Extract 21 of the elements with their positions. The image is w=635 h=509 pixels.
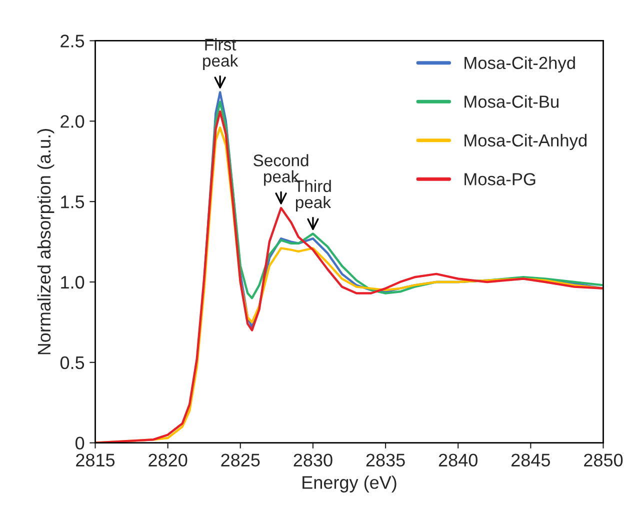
x-tick-label: 2825 (221, 454, 260, 467)
y-axis-title: Normalized absorption (a.u.) (37, 128, 54, 354)
legend-label: Mosa-Cit-2hyd (464, 56, 575, 73)
legend-label: Mosa-PG (464, 173, 536, 186)
y-tick-label: 0 (76, 436, 84, 450)
x-tick-label: 2850 (584, 454, 623, 467)
x-tick-label: 2815 (76, 454, 115, 467)
legend-label: Mosa-Cit-Bu (464, 95, 558, 108)
y-tick-label: 2.0 (60, 115, 84, 128)
y-tick-label: 2.5 (60, 34, 84, 48)
annotation: First peak (203, 38, 238, 70)
x-axis-title: Energy (eV) (302, 476, 396, 492)
x-tick-label: 2845 (512, 454, 550, 467)
y-tick-label: 0.5 (60, 356, 84, 370)
x-tick-label: 2835 (366, 454, 405, 467)
y-tick-label: 1.5 (61, 196, 84, 208)
legend-label: Mosa-Cit-Anhyd (464, 134, 587, 150)
x-tick-label: 2840 (438, 454, 478, 467)
y-tick-label: 1.0 (61, 276, 84, 289)
x-tick-label: 2820 (148, 454, 188, 467)
x-tick-label: 2830 (294, 454, 332, 467)
